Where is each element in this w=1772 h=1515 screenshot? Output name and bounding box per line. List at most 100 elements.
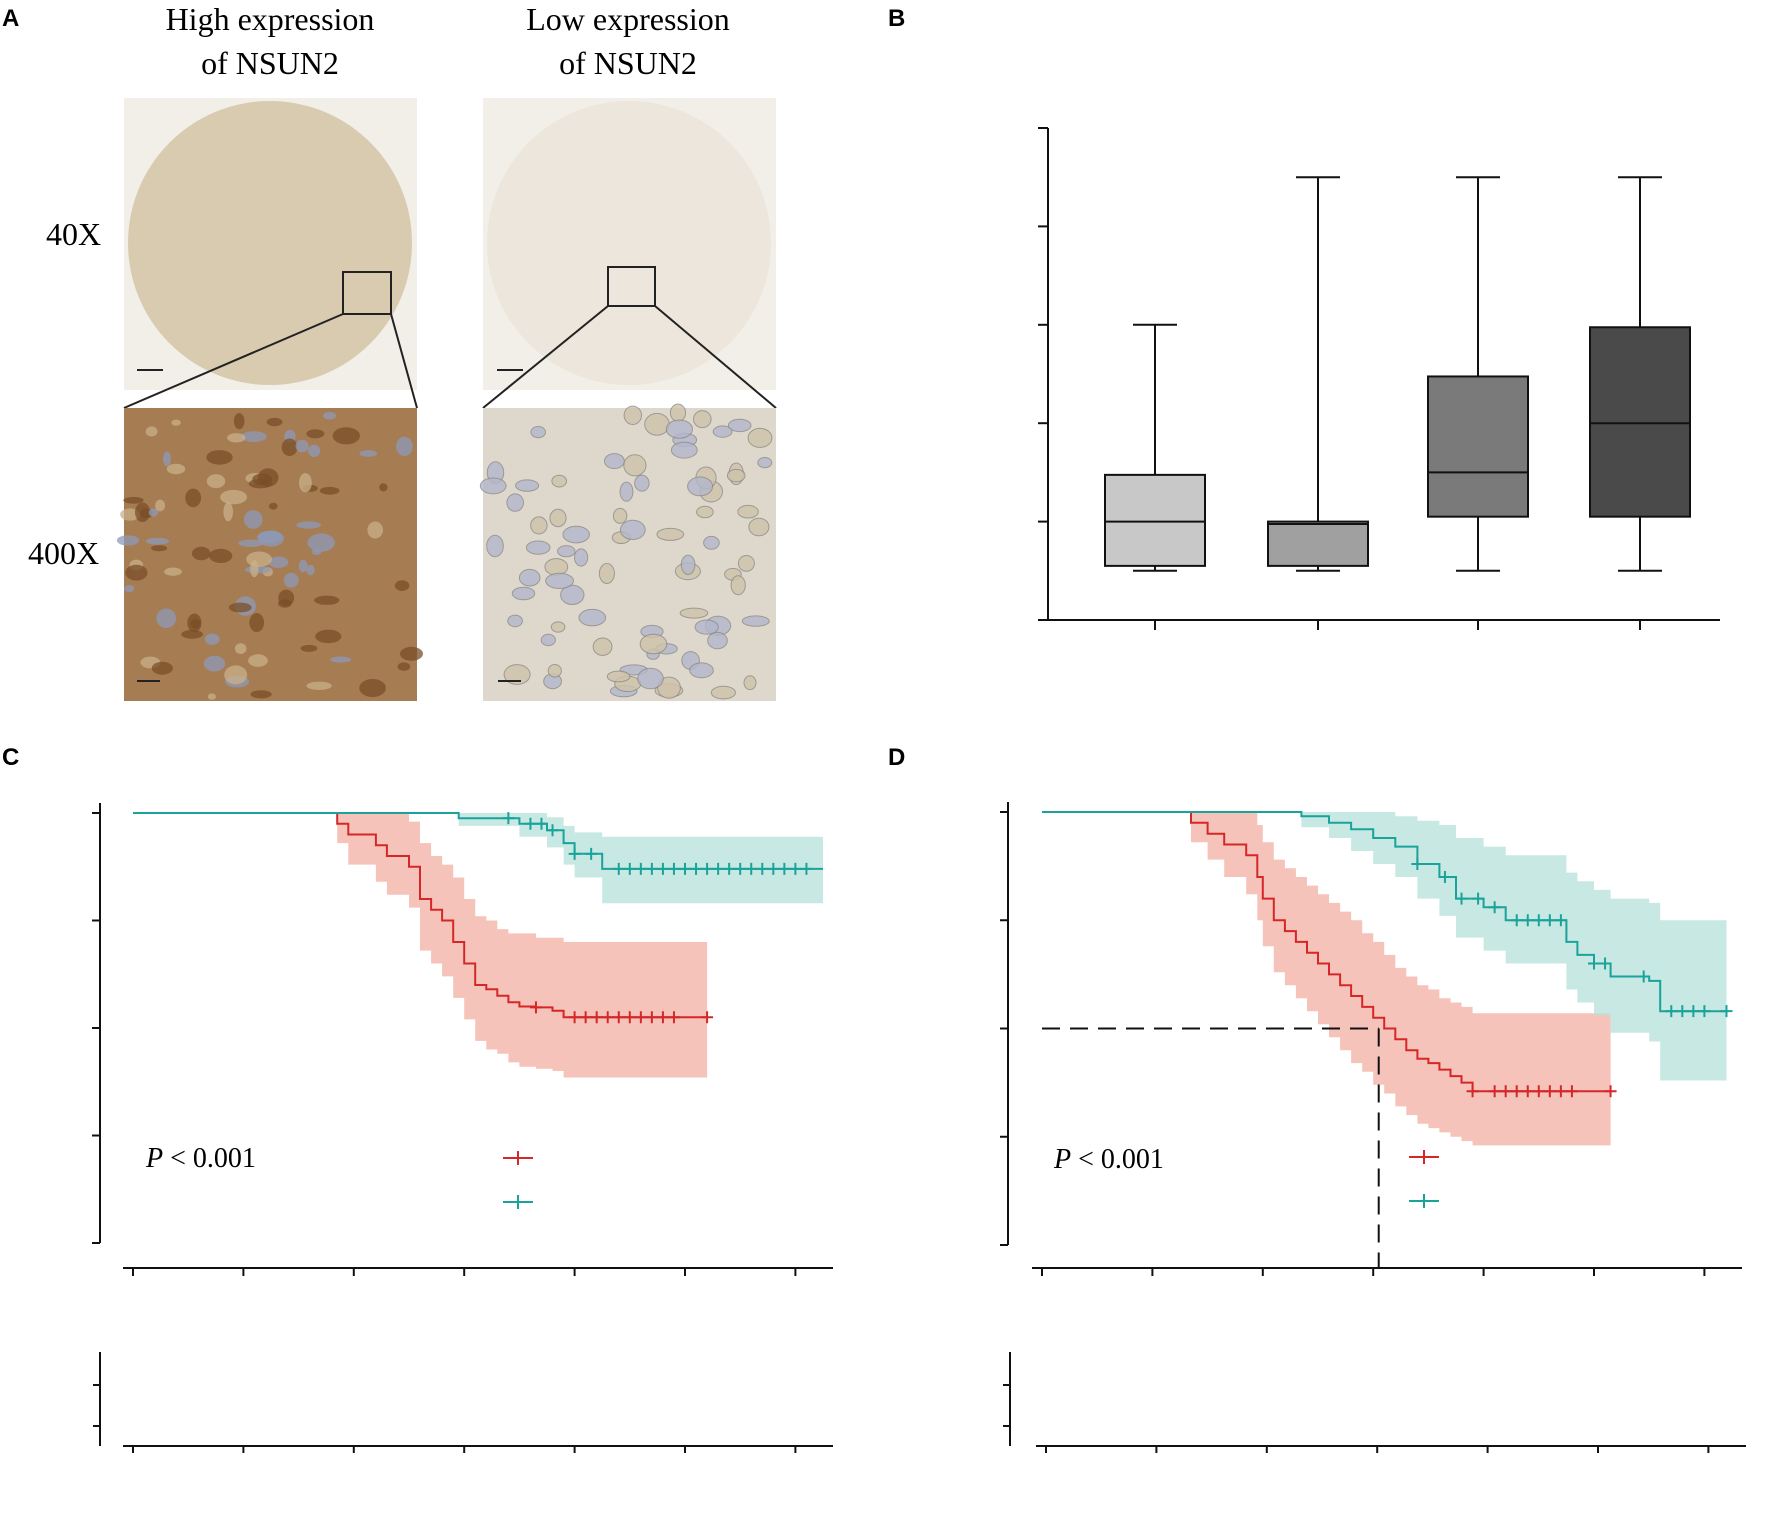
cell-nucleus-high xyxy=(155,499,166,512)
censor-mark-high xyxy=(579,1011,592,1024)
cell-nucleus-high xyxy=(181,629,204,639)
cell-nucleus-high xyxy=(123,496,144,504)
cell-nucleus-high xyxy=(315,629,342,644)
cell-nucleus-high xyxy=(207,693,216,700)
cell-nucleus-high xyxy=(191,546,211,561)
p-value: < 0.001 xyxy=(163,1143,256,1174)
cell-nucleus-low xyxy=(730,575,746,596)
p-value: < 0.001 xyxy=(1071,1144,1164,1175)
risk-table-disease-free-survival xyxy=(1003,1352,1746,1453)
col-low-title-line2: of NSUN2 xyxy=(559,45,697,81)
cell-nucleus-high xyxy=(396,436,413,457)
cell-nucleus-low xyxy=(540,633,556,647)
zoom-box-low xyxy=(607,266,656,307)
panel-c-letter: C xyxy=(2,744,19,771)
cell-nucleus-high xyxy=(306,564,315,576)
cell-nucleus-low xyxy=(507,614,523,628)
cell-nucleus-low xyxy=(562,525,590,544)
zoom-line-high-left xyxy=(123,313,344,409)
zoom-line-high-right xyxy=(390,313,418,409)
censor-mark-low xyxy=(1588,957,1600,970)
cell-nucleus-high xyxy=(145,537,169,545)
cell-nucleus-high xyxy=(311,549,322,555)
cell-nucleus-low xyxy=(737,504,759,519)
cell-nucleus-high xyxy=(145,426,158,437)
cell-nucleus-high xyxy=(135,502,150,523)
box-iqr xyxy=(1427,375,1529,518)
cell-nucleus-low xyxy=(545,572,574,590)
censor-mark-high xyxy=(634,1011,647,1024)
cell-nucleus-high xyxy=(298,559,308,573)
censor-mark-low xyxy=(1543,914,1556,927)
censor-mark-low xyxy=(701,862,714,875)
censor-mark-low xyxy=(1472,892,1485,905)
cell-nucleus-high xyxy=(243,510,263,529)
censor-mark-high xyxy=(529,1001,542,1014)
cell-nucleus-low xyxy=(696,505,714,519)
cell-nucleus-high xyxy=(156,608,177,629)
cell-nucleus-high xyxy=(359,679,386,697)
tissue-core-low xyxy=(487,101,771,385)
cell-nucleus-high xyxy=(300,644,318,652)
cell-nucleus-high xyxy=(323,411,337,420)
micrograph-high-400x-cells xyxy=(116,411,423,700)
cell-nucleus-high xyxy=(228,602,252,613)
censor-mark-low xyxy=(634,862,647,875)
panel-d-letter: D xyxy=(888,744,905,771)
cell-nucleus-high xyxy=(124,585,135,593)
p-symbol: P xyxy=(1053,1144,1071,1175)
cell-nucleus-high xyxy=(164,567,182,576)
cell-nucleus-low xyxy=(578,608,607,627)
censor-mark-low xyxy=(679,862,691,875)
censor-mark-low xyxy=(667,862,680,875)
censor-mark-high xyxy=(645,1011,658,1024)
cell-nucleus-low xyxy=(530,426,547,439)
box-iqr xyxy=(1589,326,1691,518)
cell-nucleus-low xyxy=(486,534,504,558)
cell-nucleus-high xyxy=(296,521,321,529)
cell-nucleus-low xyxy=(748,517,770,537)
row-40x-label: 40X xyxy=(46,216,101,252)
cell-nucleus-high xyxy=(307,444,321,457)
cell-nucleus-low xyxy=(639,633,668,655)
cell-nucleus-low xyxy=(550,621,566,633)
censor-mark-low xyxy=(585,847,598,860)
cell-nucleus-high xyxy=(394,580,410,591)
censor-mark-low xyxy=(1554,914,1567,927)
cell-nucleus-high xyxy=(250,560,259,578)
cell-nucleus-high xyxy=(166,463,186,475)
censor-mark-high xyxy=(1554,1085,1567,1098)
censor-mark-low xyxy=(623,862,636,875)
panel-c: C P < 0.001 xyxy=(2,744,833,1453)
cell-nucleus-high xyxy=(246,551,272,567)
cell-nucleus-high xyxy=(248,478,273,489)
cell-nucleus-low xyxy=(743,675,757,691)
cell-nucleus-low xyxy=(726,468,746,483)
censor-mark-low xyxy=(745,862,758,875)
cell-nucleus-high xyxy=(379,483,388,492)
censor-mark-low xyxy=(1488,901,1501,914)
cell-nucleus-high xyxy=(268,556,289,568)
censor-mark-high xyxy=(612,1011,625,1024)
cell-nucleus-high xyxy=(233,413,245,430)
cell-nucleus-low xyxy=(656,527,685,541)
cell-nucleus-low xyxy=(657,676,681,699)
cell-nucleus-low xyxy=(515,479,540,492)
censor-mark-high xyxy=(1510,1085,1523,1098)
cell-nucleus-low xyxy=(693,410,712,429)
cell-nucleus-high xyxy=(306,681,332,690)
cell-nucleus-low xyxy=(511,586,536,601)
censor-mark-high xyxy=(1499,1085,1512,1098)
censor-mark-high xyxy=(1604,1085,1617,1098)
cell-nucleus-low xyxy=(634,474,650,492)
cell-nucleus-high xyxy=(248,654,268,667)
cell-nucleus-low xyxy=(544,558,569,576)
censor-mark-low xyxy=(723,862,736,875)
cell-nucleus-low xyxy=(479,477,507,495)
cell-nucleus-low xyxy=(737,555,755,572)
cell-nucleus-high xyxy=(283,572,299,588)
confidence-band-low xyxy=(133,813,823,904)
cell-nucleus-low xyxy=(747,427,773,448)
censor-mark-high xyxy=(601,1011,614,1024)
